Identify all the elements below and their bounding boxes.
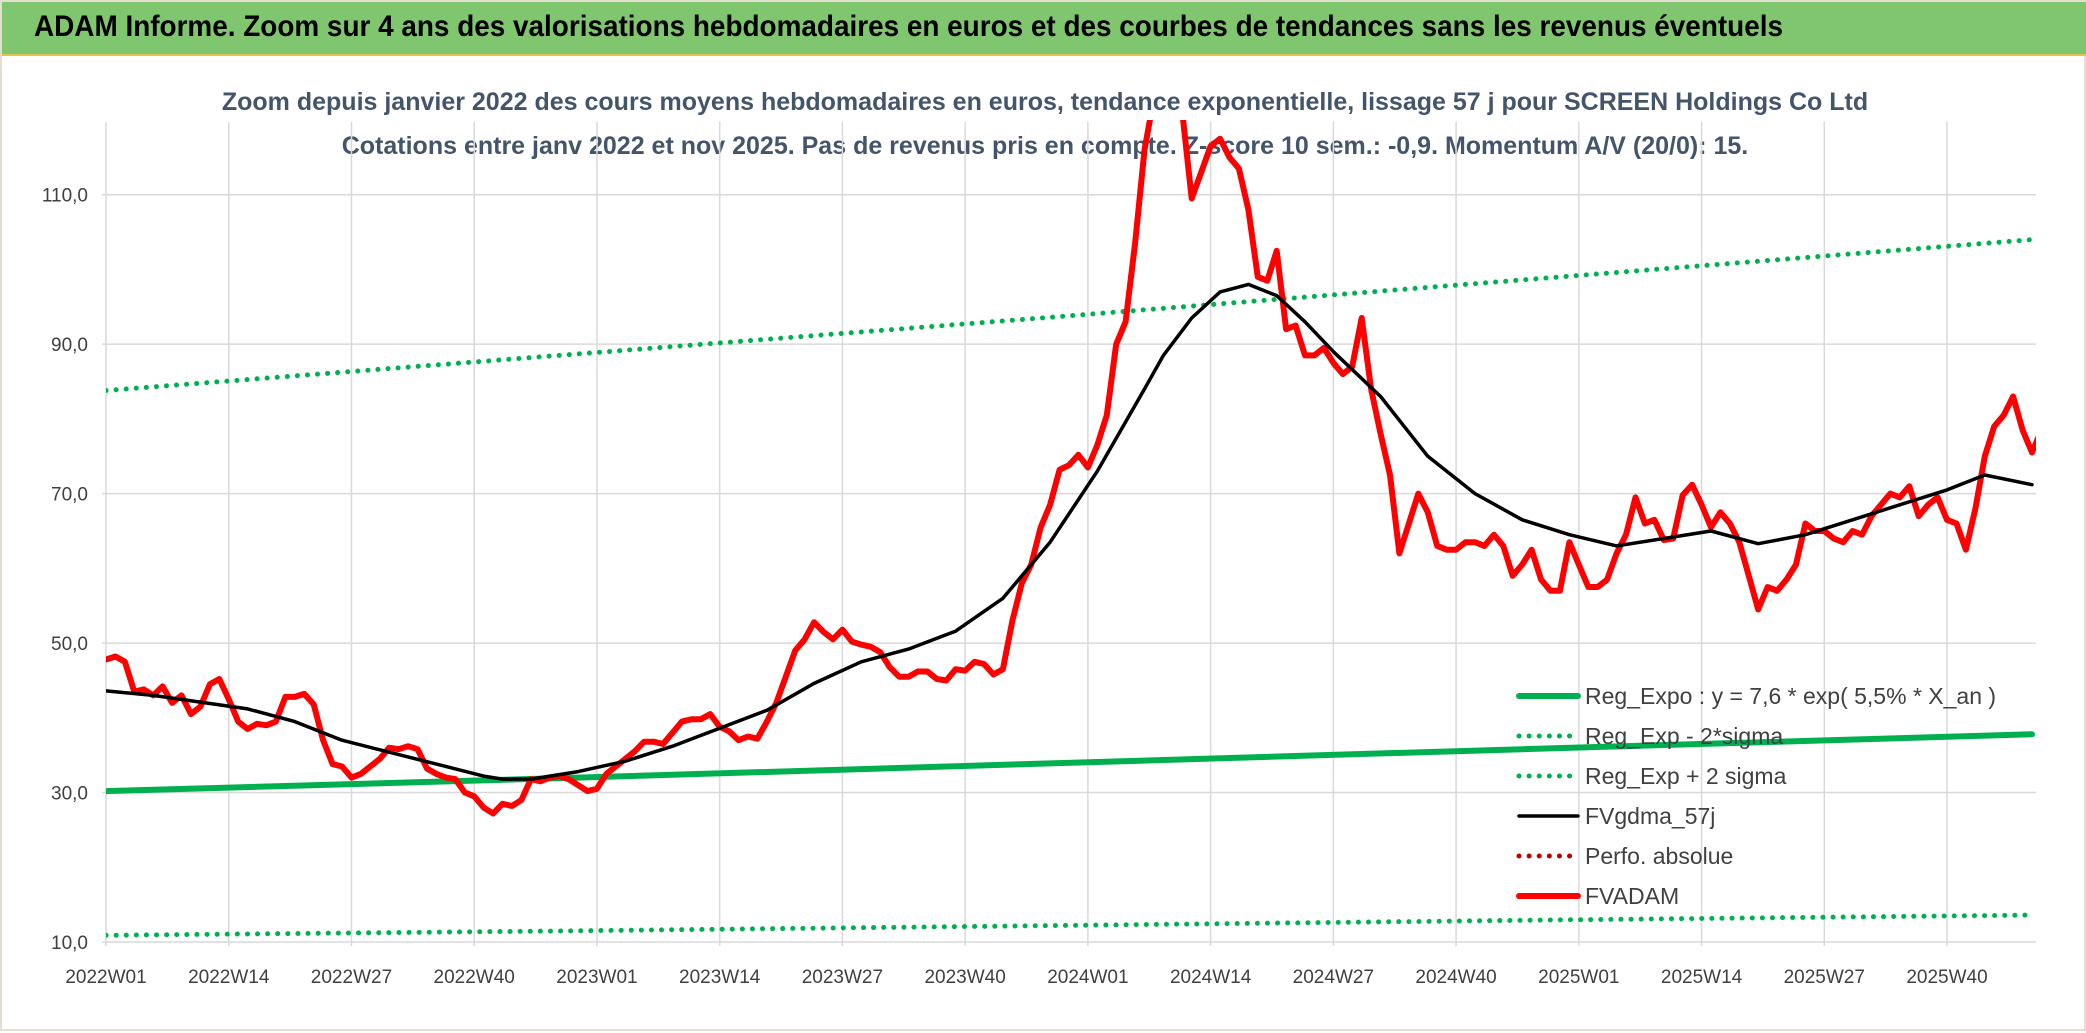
legend-label: Reg_Expo : y = 7,6 * exp( 5,5% * X_an )	[1585, 683, 1996, 709]
series-line-0	[106, 731, 2035, 795]
legend-label: Reg_Exp - 2*sigma	[1585, 723, 1783, 749]
legend-label: Perfo. absolue	[1585, 843, 1733, 869]
banner-title: ADAM Informe. Zoom sur 4 ans des valoris…	[34, 10, 1783, 43]
series-line-2	[106, 237, 2035, 393]
legend: Reg_Expo : y = 7,6 * exp( 5,5% * X_an ) R…	[1516, 683, 1996, 909]
legend-label: FVADAM	[1585, 883, 1679, 909]
chart-title-line-1: Zoom depuis janvier 2022 des cours moyen…	[222, 88, 1868, 116]
x-tick-label: 2022W40	[434, 967, 515, 988]
series-layer	[106, 120, 2036, 938]
chart-title: Zoom depuis janvier 2022 des cours moyen…	[222, 88, 1868, 160]
x-tick-label: 2025W14	[1661, 967, 1743, 988]
y-axis: 10,0 30,0 50,0 70,0 90,0 110,0	[42, 186, 88, 954]
series-line-5	[106, 120, 2036, 817]
y-tick-label: 70,0	[51, 485, 88, 506]
x-tick-label: 2024W01	[1047, 967, 1128, 988]
x-tick-label: 2022W27	[311, 967, 392, 988]
y-tick-label: 110,0	[42, 186, 88, 207]
y-tick-label: 30,0	[51, 784, 88, 805]
x-tick-label: 2023W01	[556, 967, 637, 988]
x-tick-label: 2022W14	[188, 967, 270, 988]
chart-title-line-2: Cotations entre janv 2022 et nov 2025. P…	[342, 132, 1749, 160]
y-tick-label: 90,0	[51, 335, 88, 356]
x-tick-label: 2025W01	[1538, 967, 1619, 988]
x-axis: 2022W01 2022W14 2022W27 2022W40 2023W01 2023W…	[65, 967, 1987, 988]
x-tick-label: 2025W27	[1784, 967, 1865, 988]
legend-label: FVgdma_57j	[1585, 803, 1715, 829]
x-tick-label: 2022W01	[65, 967, 146, 988]
series-line-1	[106, 912, 2035, 938]
x-tick-label: 2023W14	[679, 967, 761, 988]
x-tick-label: 2024W27	[1293, 967, 1374, 988]
x-tick-label: 2024W14	[1170, 967, 1252, 988]
x-tick-label: 2025W40	[1906, 967, 1987, 988]
grid	[102, 122, 2036, 946]
x-tick-label: 2023W40	[924, 967, 1005, 988]
x-tick-label: 2024W40	[1415, 967, 1496, 988]
x-tick-label: 2023W27	[802, 967, 883, 988]
y-tick-label: 10,0	[51, 933, 88, 954]
banner: ADAM Informe. Zoom sur 4 ans des valoris…	[2, 2, 2086, 56]
series-line-3	[106, 282, 2034, 781]
legend-label: Reg_Exp + 2 sigma	[1585, 763, 1787, 789]
y-tick-label: 50,0	[51, 634, 88, 655]
